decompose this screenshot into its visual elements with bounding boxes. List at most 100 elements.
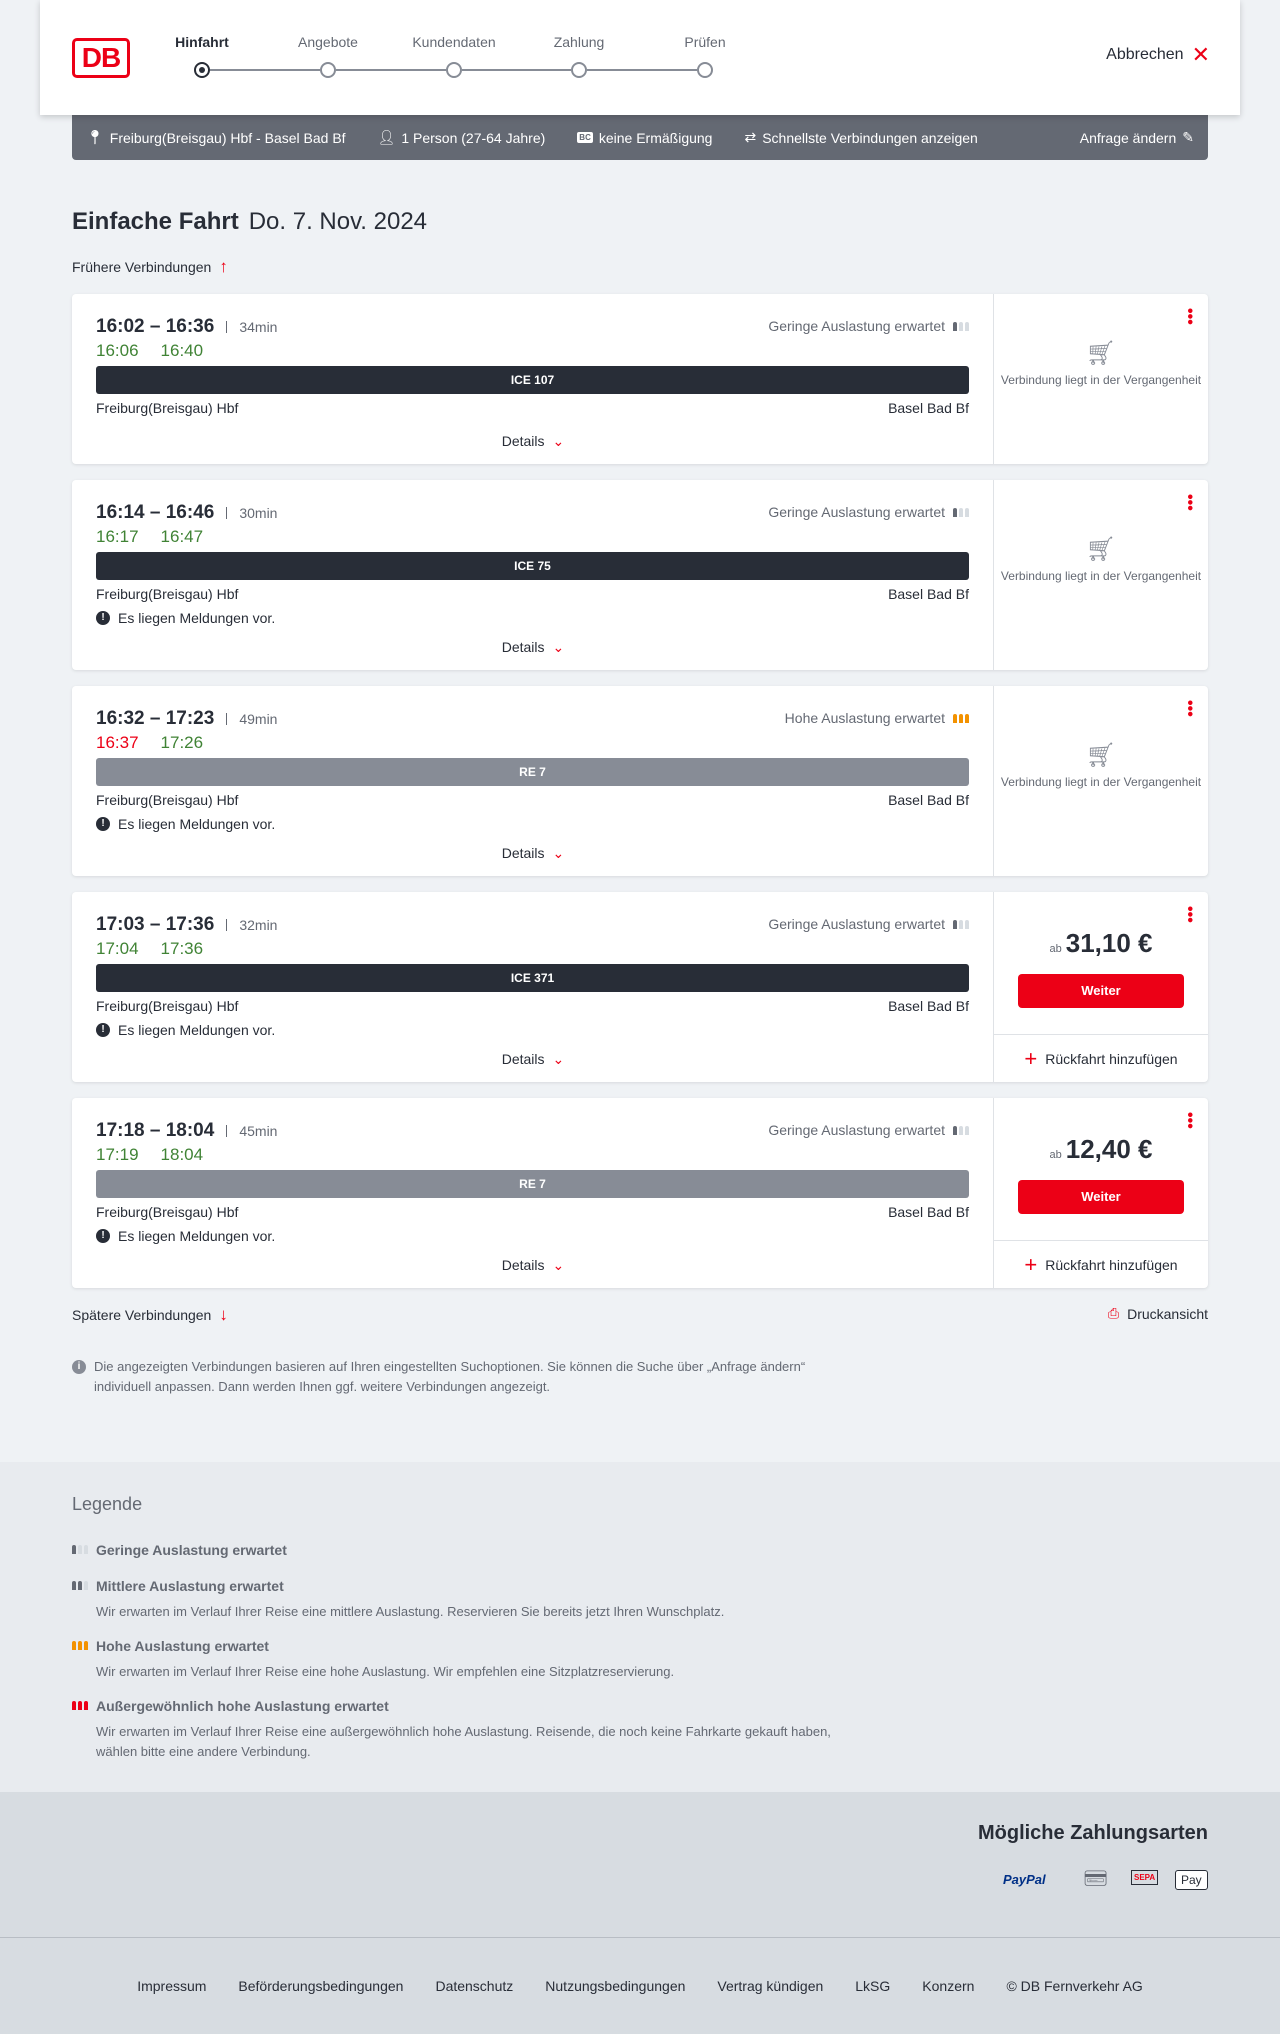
stepper-line	[462, 69, 571, 71]
stepper-line	[587, 69, 697, 71]
more-options-icon[interactable]: •••	[1181, 906, 1198, 923]
step-dot-0[interactable]	[194, 62, 210, 78]
continue-button[interactable]: Weiter	[1018, 974, 1184, 1008]
connection-main: 17:03 – 17:36 32min 17:04 17:36 Geringe Ausl…	[72, 892, 994, 1082]
details-toggle[interactable]: Details ⌄	[72, 433, 994, 450]
more-options-icon[interactable]: •••	[1181, 308, 1198, 325]
destination-station: Basel Bad Bf	[888, 1204, 969, 1220]
add-return-button[interactable]: + Rückfahrt hinzufügen	[994, 1034, 1208, 1082]
occupancy-level-icon	[72, 1545, 88, 1554]
apple-pay-icon: Pay	[1175, 1870, 1208, 1890]
travellers-text: 1 Person (27-64 Jahre)	[401, 129, 546, 146]
edit-request-button[interactable]: Anfrage ändern ✎	[1080, 129, 1194, 146]
earlier-connections-link[interactable]: Frühere Verbindungen ↑	[72, 257, 228, 277]
details-toggle[interactable]: Details ⌄	[72, 1257, 994, 1274]
cancel-button[interactable]: Abbrechen ✕	[1106, 44, 1210, 66]
alert-icon: !	[96, 1023, 110, 1037]
progress-stepper: Hinfahrt Angebote Kundendaten Zahlung Prüfen	[170, 34, 770, 84]
step-label-0[interactable]: Hinfahrt	[175, 34, 229, 50]
connection-card[interactable]: 17:18 – 18:04 45min 17:19 18:04 Geringe Ausl…	[72, 1098, 1208, 1288]
sepa-icon: SEPA	[1131, 1870, 1159, 1885]
details-label: Details	[501, 845, 545, 861]
footer-link[interactable]: Impressum	[137, 1978, 207, 1994]
footer-link[interactable]: LkSG	[855, 1978, 891, 1994]
cart-unavailable-icon: 🛒︎	[1085, 742, 1117, 769]
step-label-4[interactable]: Prüfen	[684, 34, 726, 50]
occupancy-icon	[953, 321, 969, 331]
details-toggle[interactable]: Details ⌄	[72, 845, 994, 862]
plus-icon: +	[1024, 1045, 1038, 1071]
pencil-icon: ✎	[1182, 129, 1194, 145]
step-dot-2[interactable]	[446, 62, 462, 78]
destination-station: Basel Bad Bf	[888, 400, 969, 416]
train-bar[interactable]: RE 7	[96, 1170, 969, 1198]
more-options-icon[interactable]: •••	[1181, 1112, 1198, 1129]
offer-panel: ••• ab 31,10 € Weiter + Rückfahrt hinzufügen	[994, 892, 1208, 1082]
details-toggle[interactable]: Details ⌄	[72, 639, 994, 656]
connection-card[interactable]: 16:32 – 17:23 49min 16:37 17:26 Hohe Auslast…	[72, 686, 1208, 876]
footer-link[interactable]: Nutzungsbedingungen	[545, 1978, 686, 1994]
earlier-label: Frühere Verbindungen	[72, 259, 212, 275]
origin-station: Freiburg(Breisgau) Hbf	[96, 586, 239, 602]
connection-card[interactable]: 17:03 – 17:36 32min 17:04 17:36 Geringe Ausl…	[72, 892, 1208, 1082]
duration: 34min	[226, 320, 277, 334]
footer-link[interactable]: Vertrag kündigen	[717, 1978, 824, 1994]
legend-item-title: Hohe Auslastung erwartet	[72, 1638, 872, 1654]
step-dot-1[interactable]	[320, 62, 336, 78]
more-options-icon[interactable]: •••	[1181, 494, 1198, 511]
step-dot-3[interactable]	[571, 62, 587, 78]
past-connection-notice: 🛒︎ Verbindung liegt in der Vergangenheit	[994, 538, 1208, 585]
time-range: 16:02 – 16:36	[96, 316, 215, 337]
train-bar[interactable]: ICE 75	[96, 552, 969, 580]
payment-section: Mögliche Zahlungsarten PayPal 💳︎ SEPA Pa…	[0, 1792, 1280, 1937]
legend-item-title: Geringe Auslastung erwartet	[72, 1542, 872, 1558]
trip-date: Do. 7. Nov. 2024	[248, 208, 428, 235]
discount-text: keine Ermäßigung	[598, 129, 713, 146]
destination-station: Basel Bad Bf	[888, 586, 969, 602]
later-connections-link[interactable]: Spätere Verbindungen ↓	[72, 1305, 228, 1325]
step-dot-4[interactable]	[697, 62, 713, 78]
occupancy-level-icon	[72, 1641, 88, 1650]
realtime-times: 16:06 16:40	[96, 341, 203, 361]
past-text: Verbindung liegt in der Vergangenheit	[1000, 373, 1202, 387]
legend-title-text: Außergewöhnlich hohe Auslastung erwartet	[96, 1698, 389, 1714]
print-view-link[interactable]: ⎙ Druckansicht	[1108, 1305, 1208, 1322]
more-options-icon[interactable]: •••	[1181, 700, 1198, 717]
occupancy-icon	[953, 1125, 969, 1135]
footer-link[interactable]: Konzern	[922, 1978, 975, 1994]
continue-button[interactable]: Weiter	[1018, 1180, 1184, 1214]
summary-discount: BC keine Ermäßigung	[577, 130, 712, 146]
train-bar[interactable]: RE 7	[96, 758, 969, 786]
footer-link[interactable]: Beförderungsbedingungen	[238, 1978, 404, 1994]
connection-card[interactable]: 16:14 – 16:46 30min 16:17 16:47 Geringe Ausl…	[72, 480, 1208, 670]
legend-item: Außergewöhnlich hohe Auslastung erwartet…	[72, 1698, 872, 1762]
details-toggle[interactable]: Details ⌄	[72, 1051, 994, 1068]
train-bar[interactable]: ICE 371	[96, 964, 969, 992]
realtime-times: 16:17 16:47	[96, 527, 203, 547]
legend-item-text: Wir erwarten im Verlauf Ihrer Reise eine…	[96, 1604, 725, 1619]
stepper-line	[336, 69, 446, 71]
offer-panel: ••• 🛒︎ Verbindung liegt in der Vergangenhe…	[994, 686, 1208, 876]
step-label-1[interactable]: Angebote	[298, 34, 358, 50]
load-text: Hohe Auslastung erwartet	[784, 710, 945, 726]
price-value: 31,10 €	[1065, 928, 1153, 958]
past-connection-notice: 🛒︎ Verbindung liegt in der Vergangenheit	[994, 340, 1208, 389]
duration: 49min	[226, 712, 277, 726]
footer-link[interactable]: Datenschutz	[435, 1978, 514, 1994]
db-logo[interactable]: DB	[72, 38, 130, 78]
step-label-2[interactable]: Kundendaten	[412, 34, 496, 50]
legend-title-text: Mittlere Auslastung erwartet	[96, 1578, 284, 1594]
duration: 32min	[226, 918, 277, 932]
step-label-3[interactable]: Zahlung	[553, 34, 605, 50]
price-prefix: ab	[1049, 943, 1062, 955]
time-range: 16:32 – 17:23	[96, 708, 215, 729]
messages-text: Es liegen Meldungen vor.	[118, 1228, 276, 1244]
connection-card[interactable]: 16:02 – 16:36 34min 16:06 16:40 Geringe Ausl…	[72, 294, 1208, 464]
plus-icon: +	[1024, 1251, 1038, 1277]
scheduled-times: 17:18 – 18:04 45min	[96, 1120, 277, 1142]
add-return-button[interactable]: + Rückfahrt hinzufügen	[994, 1240, 1208, 1288]
train-bar[interactable]: ICE 107	[96, 366, 969, 394]
origin-station: Freiburg(Breisgau) Hbf	[96, 400, 239, 416]
cart-unavailable-icon: 🛒︎	[1085, 340, 1117, 367]
info-text: Die angezeigten Verbindungen basieren au…	[94, 1359, 806, 1394]
